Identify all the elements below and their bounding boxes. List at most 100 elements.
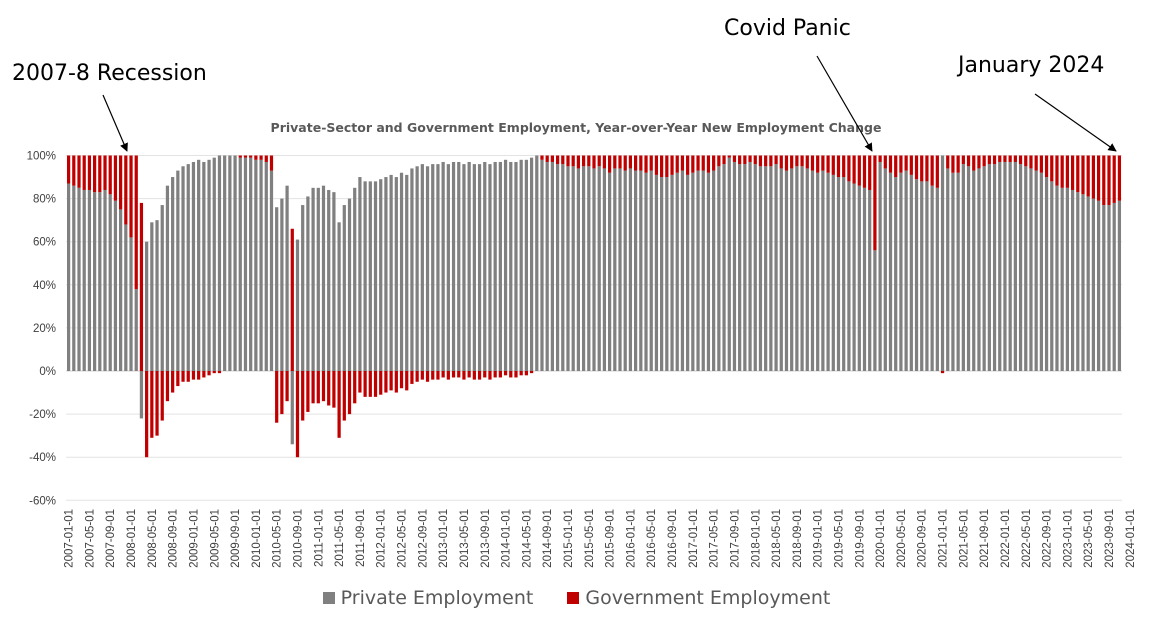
bar-government bbox=[1081, 155, 1085, 195]
bar-government bbox=[821, 155, 825, 171]
bar-government bbox=[212, 371, 216, 374]
bar-government bbox=[441, 371, 445, 378]
bar-government bbox=[764, 155, 768, 167]
bar-government bbox=[701, 155, 705, 171]
bar-government bbox=[134, 155, 138, 290]
bar-government bbox=[139, 202, 144, 371]
bar-government bbox=[457, 371, 461, 378]
x-tick-label: 2016-01-01 bbox=[625, 509, 637, 568]
bar-private bbox=[758, 166, 763, 371]
bar-government bbox=[98, 155, 102, 193]
x-tick-label: 2017-09-01 bbox=[730, 509, 742, 568]
x-tick-label: 2012-09-01 bbox=[417, 509, 429, 568]
bar-private bbox=[649, 170, 653, 371]
bar-private bbox=[1018, 164, 1023, 371]
bar-private bbox=[899, 172, 903, 371]
bar-government bbox=[254, 155, 258, 160]
bar-private bbox=[238, 157, 242, 371]
bar-government bbox=[82, 155, 86, 190]
bar-government bbox=[998, 155, 1002, 162]
bar-private bbox=[477, 164, 482, 371]
bar-government bbox=[72, 155, 76, 186]
bar-private bbox=[280, 198, 284, 371]
x-tick-label: 2019-01-01 bbox=[813, 509, 825, 568]
bar-government bbox=[488, 371, 492, 380]
bar-private bbox=[732, 161, 737, 371]
x-tick-label: 2011-01-01 bbox=[313, 509, 325, 567]
bar-government bbox=[66, 155, 71, 184]
bar-government bbox=[1039, 155, 1043, 173]
bar-private bbox=[1024, 166, 1028, 371]
bar-private bbox=[930, 185, 934, 371]
bar-private bbox=[519, 159, 523, 371]
bar-private bbox=[394, 177, 398, 371]
bar-private bbox=[1003, 161, 1007, 371]
bar-government bbox=[1096, 155, 1101, 201]
bar-government bbox=[311, 371, 315, 404]
bar-private bbox=[670, 174, 674, 371]
x-tick-label: 2011-05-01 bbox=[334, 509, 346, 567]
bar-private bbox=[535, 155, 539, 371]
bar-government bbox=[477, 371, 482, 380]
bar-government bbox=[1034, 155, 1038, 171]
bar-private bbox=[451, 161, 456, 371]
bar-government bbox=[483, 371, 487, 378]
bar-government bbox=[519, 371, 523, 376]
bar-private bbox=[264, 161, 268, 371]
bar-private bbox=[753, 164, 757, 371]
bar-private bbox=[1055, 185, 1059, 371]
x-tick-label: 2009-01-01 bbox=[188, 509, 200, 568]
bar-government bbox=[800, 155, 804, 167]
bar-government bbox=[249, 155, 253, 158]
bar-government bbox=[321, 371, 326, 402]
bar-government bbox=[150, 371, 154, 438]
bar-private bbox=[202, 161, 206, 371]
bar-private bbox=[82, 189, 86, 371]
bar-government bbox=[753, 155, 757, 165]
bar-private bbox=[1112, 202, 1116, 371]
bar-private bbox=[992, 164, 997, 371]
bar-government bbox=[561, 155, 565, 165]
bar-government bbox=[769, 155, 773, 167]
bar-private bbox=[243, 157, 248, 371]
bar-government bbox=[77, 155, 81, 188]
bar-private bbox=[384, 177, 388, 371]
bar-government bbox=[795, 155, 799, 167]
bar-private bbox=[821, 170, 825, 371]
bar-private bbox=[191, 161, 196, 371]
bar-private bbox=[217, 155, 222, 371]
y-axis: -60% -40% -20% 0% 20% 40% 60% 80% 100% bbox=[27, 151, 56, 508]
bar-government bbox=[243, 155, 248, 158]
bar-government bbox=[337, 371, 341, 438]
bar-private bbox=[415, 166, 419, 371]
bar-government bbox=[207, 371, 211, 376]
bar-private bbox=[228, 155, 232, 371]
bar-government bbox=[306, 371, 310, 412]
jan2024-annotation: January 2024 bbox=[958, 53, 1105, 78]
bar-government bbox=[587, 155, 591, 167]
bar-private bbox=[498, 161, 502, 371]
x-tick-label: 2022-05-01 bbox=[1021, 509, 1033, 568]
bar-private bbox=[581, 166, 586, 371]
bar-private bbox=[72, 185, 76, 371]
bar-government bbox=[576, 155, 581, 169]
x-tick-label: 2018-09-01 bbox=[792, 509, 804, 568]
bar-private bbox=[410, 168, 414, 371]
x-tick-label: 2014-01-01 bbox=[501, 509, 513, 568]
bar-government bbox=[649, 155, 653, 171]
bar-private bbox=[124, 224, 128, 371]
bar-government bbox=[1117, 155, 1122, 201]
bar-private bbox=[431, 164, 435, 371]
bar-private bbox=[197, 159, 201, 371]
bar-private bbox=[420, 164, 424, 371]
bar-government bbox=[868, 155, 872, 190]
legend-swatch-private bbox=[322, 592, 335, 604]
bar-private bbox=[467, 161, 471, 371]
bar-private bbox=[680, 170, 685, 371]
bar-private bbox=[1096, 200, 1101, 371]
bar-government bbox=[509, 371, 513, 378]
bar-private bbox=[826, 172, 830, 371]
x-axis: 2007-01-01 2007-05-01 2007-09-01 2008-01-01… bbox=[64, 509, 1137, 568]
bar-private bbox=[654, 174, 659, 371]
bar-private bbox=[472, 164, 476, 371]
